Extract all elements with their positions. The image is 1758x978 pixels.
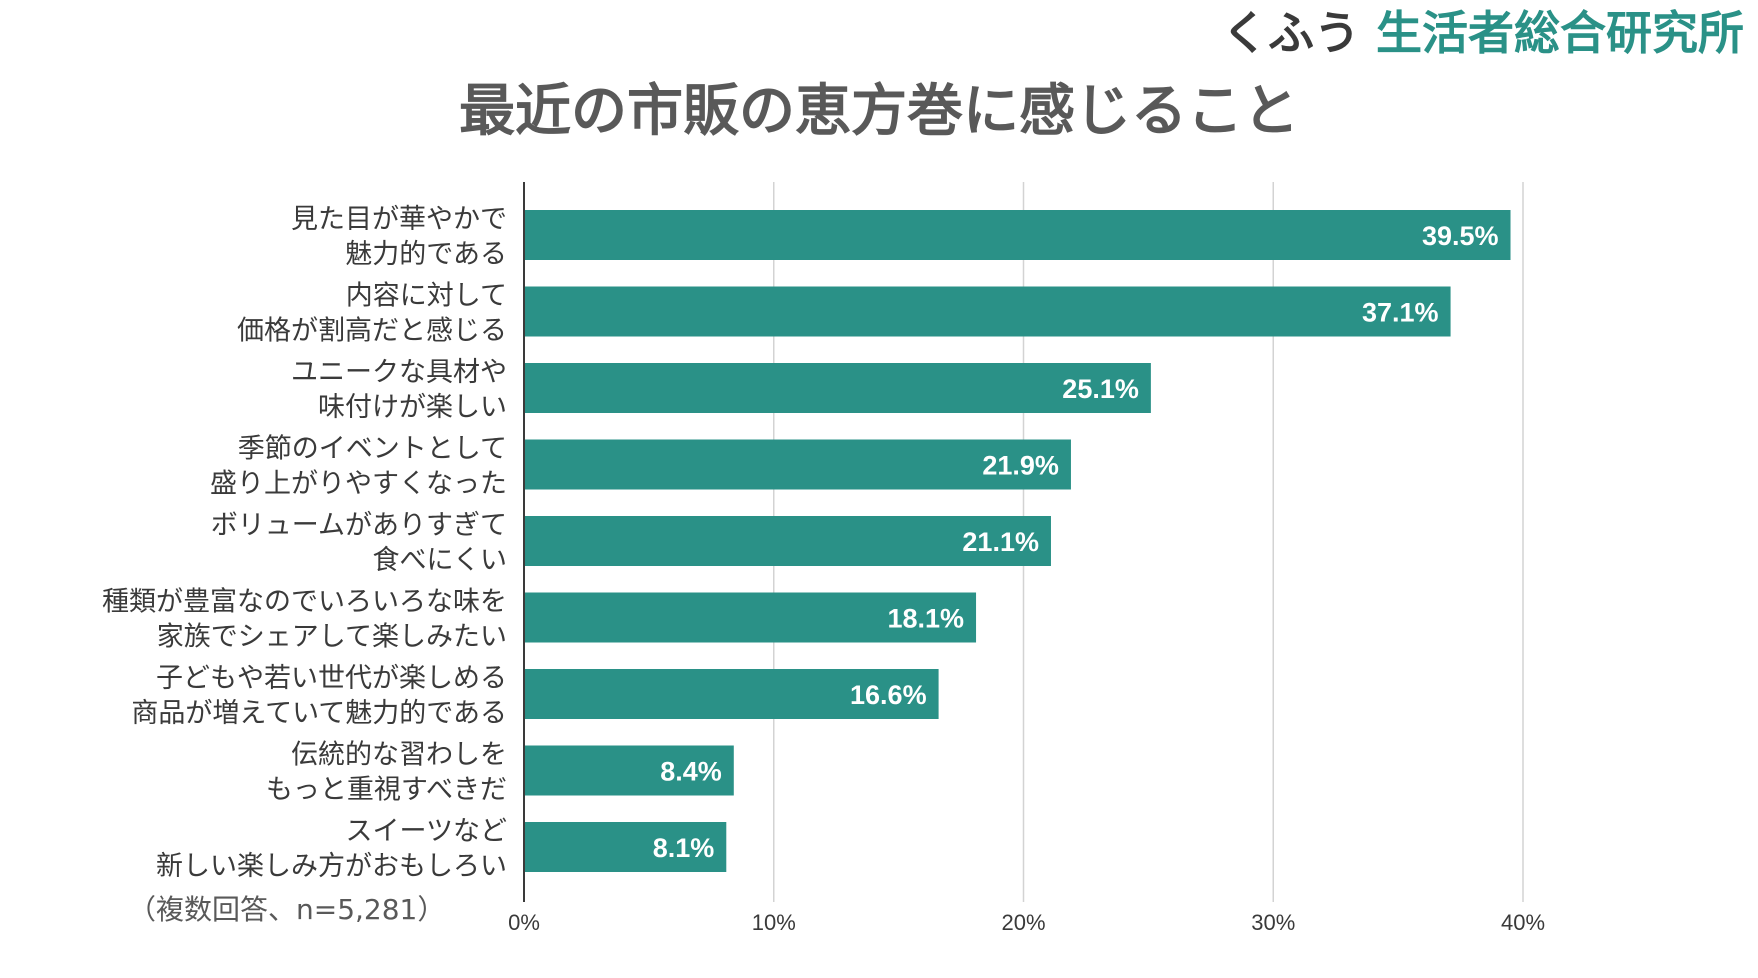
bar-8 xyxy=(524,745,734,796)
bar-value-label-4: 21.9% xyxy=(982,451,1059,481)
category-label-9: スイーツなど新しい楽しみ方がおもしろい xyxy=(156,816,507,882)
category-label-7: 子どもや若い世代が楽しめる商品が増えていて魅力的である xyxy=(131,663,507,729)
x-tick-label-40: 40% xyxy=(1501,910,1545,935)
bar-6 xyxy=(524,592,977,643)
bar-value-label-9: 8.1% xyxy=(653,833,715,863)
category-label-2: 内容に対して価格が割高だと感じる xyxy=(237,281,507,347)
bar-7 xyxy=(524,669,939,719)
bar-9 xyxy=(524,822,727,872)
chart-title: 最近の市販の恵方巻に感じること xyxy=(459,79,1299,144)
category-label-1: 見た目が華やかで魅力的である xyxy=(291,204,507,270)
bar-4 xyxy=(524,439,1071,490)
bar-3 xyxy=(524,363,1151,413)
bar-1 xyxy=(524,210,1511,260)
bar-value-label-6: 18.1% xyxy=(887,604,964,634)
sample-note: （複数回答、n=5,281） xyxy=(128,893,446,926)
bar-value-label-2: 37.1% xyxy=(1362,298,1439,328)
bar-value-label-7: 16.6% xyxy=(850,680,927,710)
category-label-8: 伝統的な習わしをもっと重視すべきだ xyxy=(266,740,507,806)
bar-2 xyxy=(524,286,1451,337)
brand-name: 生活者総合研究所 xyxy=(1376,6,1744,60)
bar-5 xyxy=(524,516,1051,566)
category-label-5: ボリュームがありすぎて食べにくい xyxy=(211,510,507,576)
x-tick-label-0: 0% xyxy=(508,910,540,935)
category-label-6: 種類が豊富なのでいろいろな味を家族でシェアして楽しみたい xyxy=(102,587,507,653)
category-label-3: ユニークな具材や味付けが楽しい xyxy=(291,357,507,423)
x-tick-label-30: 30% xyxy=(1251,910,1295,935)
brand-prefix: くふう xyxy=(1221,6,1360,60)
x-tick-label-10: 10% xyxy=(752,910,796,935)
category-label-4: 季節のイベントとして盛り上がりやすくなった xyxy=(210,434,507,500)
bar-value-label-1: 39.5% xyxy=(1422,221,1499,251)
x-tick-label-20: 20% xyxy=(1001,910,1045,935)
bar-value-label-8: 8.4% xyxy=(660,757,722,787)
bar-value-label-3: 25.1% xyxy=(1062,374,1139,404)
bar-value-label-5: 21.1% xyxy=(962,527,1039,557)
brand-logo: くふう 生活者総合研究所 xyxy=(1222,8,1744,59)
